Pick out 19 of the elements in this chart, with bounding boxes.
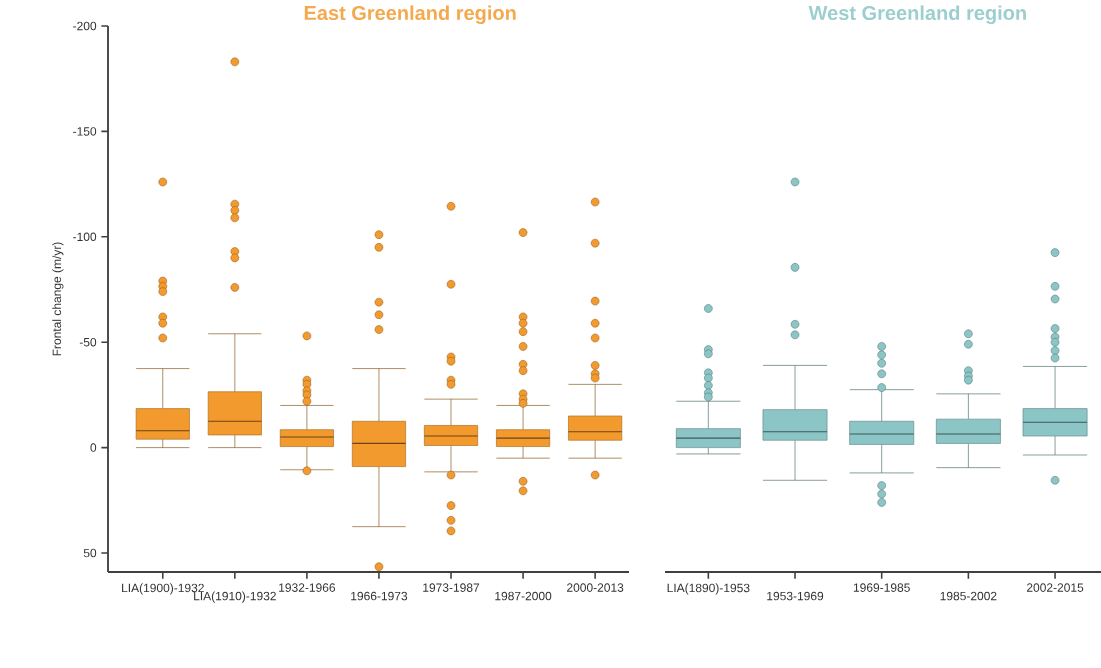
x-tick-label: 1985-2002 bbox=[940, 591, 997, 601]
y-tick-label: -150 bbox=[73, 127, 97, 136]
y-tick-label: -50 bbox=[79, 337, 97, 347]
y-tick-label: -200 bbox=[73, 21, 97, 31]
y-tick-label: -100 bbox=[73, 232, 97, 242]
x-tick-label: 2000-2013 bbox=[567, 583, 624, 592]
x-tick-label: 1987-2000 bbox=[495, 591, 552, 601]
chart-title: East Greenland region bbox=[304, 5, 516, 25]
x-tick-label: 1953-1969 bbox=[767, 591, 824, 601]
x-tick-label: 1932-1966 bbox=[279, 583, 336, 592]
chart-title: West Greenland region bbox=[808, 5, 1026, 25]
y-tick-label: 0 bbox=[90, 443, 97, 452]
x-tick-label: LIA(1890)-1953 bbox=[667, 583, 750, 595]
x-tick-label: 2002-2015 bbox=[1026, 583, 1084, 592]
x-tick-label: 1969-1985 bbox=[853, 583, 910, 592]
x-tick-label: 1973-1987 bbox=[423, 583, 480, 592]
y-tick-label: 50 bbox=[83, 548, 97, 558]
x-tick-label: 1966-1973 bbox=[351, 591, 408, 601]
y-axis-title: Frontal change (m/yr) bbox=[52, 242, 64, 356]
